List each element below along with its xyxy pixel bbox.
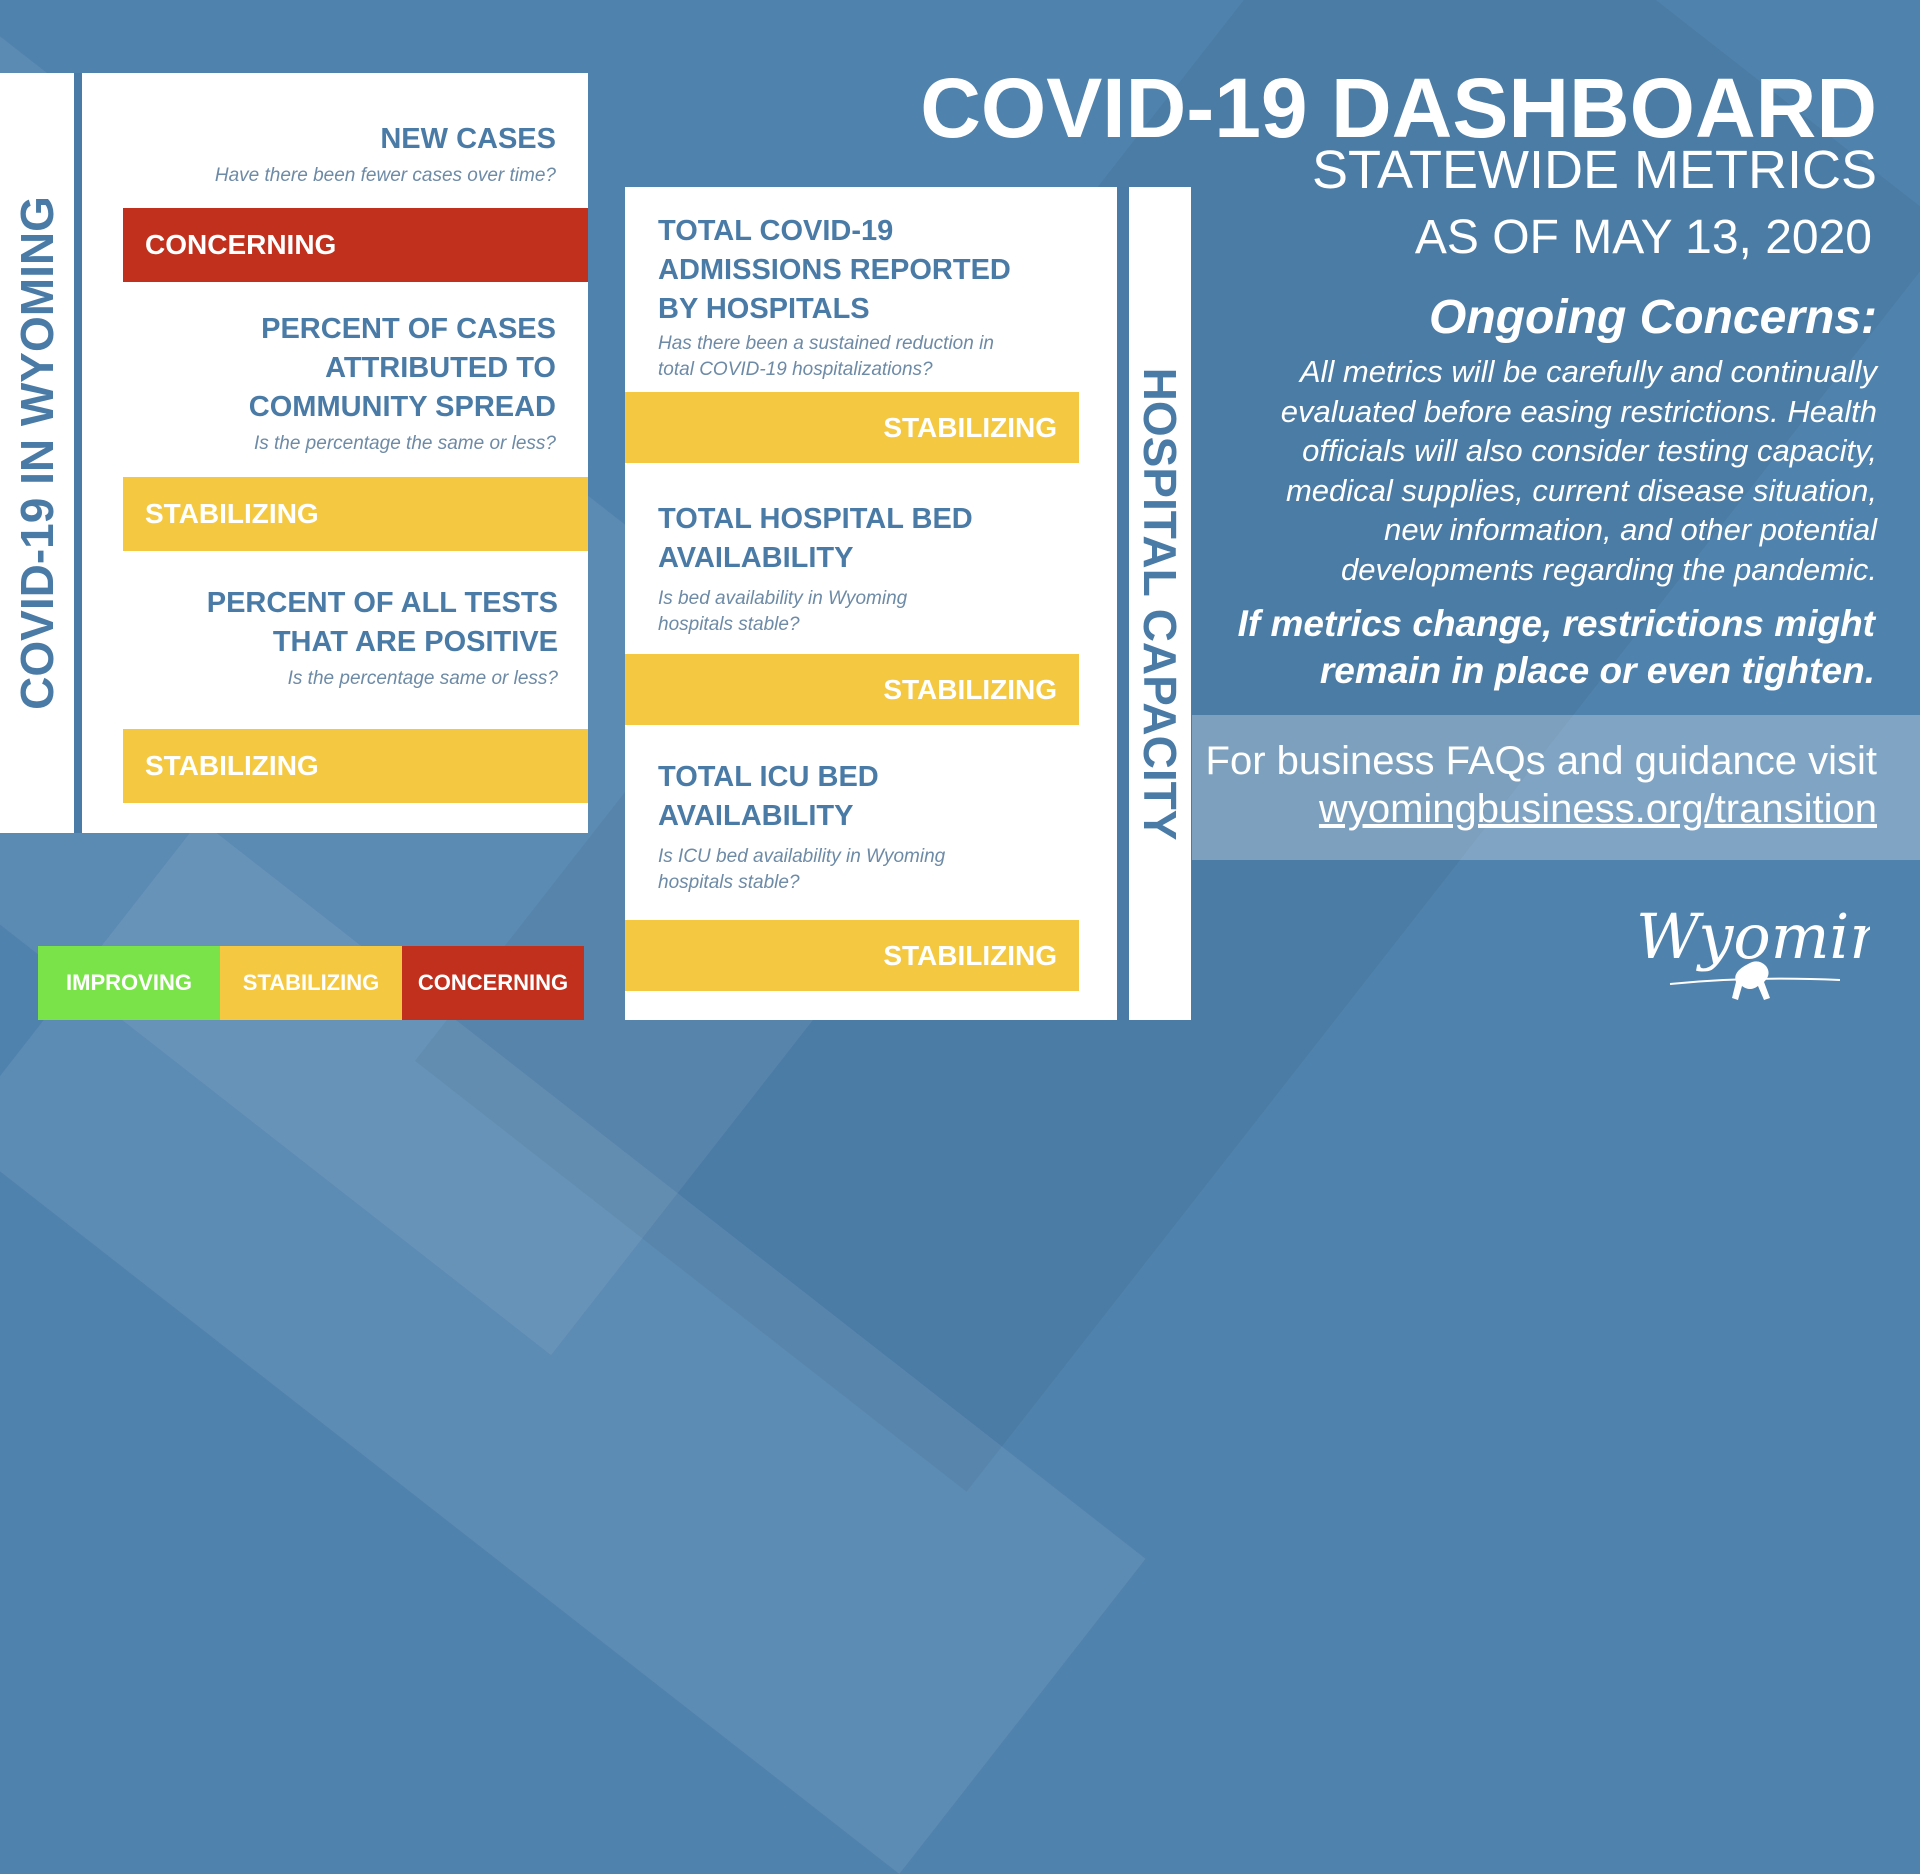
- panel-divider: [1117, 187, 1129, 1020]
- metric-hospital-beds: TOTAL HOSPITAL BED AVAILABILITY Is bed a…: [658, 500, 1078, 638]
- warning-line: If metrics change, restrictions might: [1237, 603, 1875, 644]
- warning-line: remain in place or even tighten.: [1319, 650, 1875, 691]
- status-label: STABILIZING: [883, 673, 1057, 705]
- status-badge-icu-beds: STABILIZING: [625, 920, 1079, 991]
- metric-question-line: Is bed availability in Wyoming: [658, 588, 908, 609]
- metric-question: Is the percentage same or less?: [287, 668, 558, 689]
- legend-improving: IMPROVING: [38, 946, 220, 1020]
- metric-title-line: COMMUNITY SPREAD: [248, 391, 556, 423]
- status-badge-community-spread: STABILIZING: [123, 477, 588, 551]
- metric-question-line: Is ICU bed availability in Wyoming: [658, 846, 946, 867]
- status-badge-hospital-admissions: STABILIZING: [625, 392, 1079, 463]
- metric-title: NEW CASES: [380, 123, 556, 155]
- metric-title-line: ADMISSIONS REPORTED: [658, 254, 1011, 286]
- metric-title-line: BY HOSPITALS: [658, 293, 870, 325]
- concerns-line: medical supplies, current disease situat…: [1285, 472, 1877, 508]
- dashboard-title: COVID-19 DASHBOARD: [920, 61, 1877, 155]
- vertical-title-hospital-capacity: HOSPITAL CAPACITY: [1129, 187, 1191, 1020]
- status-label: STABILIZING: [883, 411, 1057, 443]
- legend-stabilizing: STABILIZING: [220, 946, 402, 1020]
- status-label: STABILIZING: [145, 498, 319, 529]
- legend-concerning: CONCERNING: [402, 946, 584, 1020]
- dashboard-date: AS OF MAY 13, 2020: [1414, 211, 1872, 264]
- metric-title-line: AVAILABILITY: [658, 800, 854, 832]
- concerns-line: evaluated before easing restrictions. He…: [1280, 393, 1877, 429]
- panel-divider: [74, 73, 82, 833]
- concerns-line: officials will also consider testing cap…: [1302, 433, 1877, 468]
- status-badge-positive-tests: STABILIZING: [123, 729, 588, 803]
- metric-question: Is the percentage the same or less?: [253, 433, 556, 454]
- ongoing-concerns-heading: Ongoing Concerns:: [1429, 291, 1877, 344]
- concerns-line: All metrics will be carefully and contin…: [1299, 354, 1877, 389]
- metric-title-line: TOTAL HOSPITAL BED: [658, 503, 973, 535]
- metric-hospital-admissions: TOTAL COVID-19 ADMISSIONS REPORTED BY HO…: [658, 212, 1078, 383]
- concerns-line: new information, and other potential: [1384, 512, 1877, 547]
- metric-new-cases: NEW CASES Have there been fewer cases ov…: [76, 120, 556, 189]
- metric-community-spread: PERCENT OF CASES ATTRIBUTED TO COMMUNITY…: [76, 310, 556, 457]
- metric-icu-beds: TOTAL ICU BED AVAILABILITY Is ICU bed av…: [658, 758, 1078, 896]
- status-label: CONCERNING: [145, 229, 337, 260]
- svg-text:Wyoming: Wyoming: [1636, 900, 1870, 973]
- vertical-title-text: HOSPITAL CAPACITY: [1134, 367, 1186, 840]
- metric-question-line: Has there been a sustained reduction in: [658, 333, 994, 354]
- faq-text: For business FAQs and guidance visit: [1205, 739, 1877, 783]
- status-label: STABILIZING: [883, 939, 1057, 971]
- wyoming-logo: Wyoming: [1636, 900, 1870, 1000]
- status-badge-new-cases: CONCERNING: [123, 208, 588, 282]
- metric-question-line: hospitals stable?: [658, 614, 800, 635]
- faq-link[interactable]: wyomingbusiness.org/transition: [1318, 787, 1877, 831]
- ongoing-concerns-body: All metrics will be carefully and contin…: [1197, 352, 1877, 589]
- metric-question-line: total COVID-19 hospitalizations?: [658, 359, 933, 380]
- status-badge-hospital-beds: STABILIZING: [625, 654, 1079, 725]
- wyoming-metrics-panel: [0, 73, 588, 833]
- metric-question-line: hospitals stable?: [658, 872, 800, 893]
- status-legend: IMPROVING STABILIZING CONCERNING: [38, 946, 584, 1020]
- restrictions-warning: If metrics change, restrictions might re…: [1195, 600, 1875, 694]
- metric-question: Have there been fewer cases over time?: [214, 165, 556, 186]
- metric-title-line: TOTAL COVID-19: [658, 215, 894, 247]
- metric-positive-tests: PERCENT OF ALL TESTS THAT ARE POSITIVE I…: [78, 584, 558, 692]
- metric-title-line: TOTAL ICU BED: [658, 761, 879, 793]
- vertical-title-covid-wyoming: COVID-19 IN WYOMING: [0, 73, 74, 833]
- vertical-title-text: COVID-19 IN WYOMING: [11, 196, 63, 710]
- dashboard-subtitle: STATEWIDE METRICS: [1312, 140, 1877, 200]
- metric-title-line: PERCENT OF CASES: [261, 313, 556, 345]
- metric-title-line: THAT ARE POSITIVE: [272, 626, 558, 658]
- metric-title-line: PERCENT OF ALL TESTS: [206, 587, 558, 619]
- hospital-metrics-panel: [625, 187, 1117, 1020]
- status-label: STABILIZING: [145, 750, 319, 781]
- faq-band: [1192, 715, 1920, 860]
- metric-title-line: AVAILABILITY: [658, 542, 854, 574]
- concerns-line: developments regarding the pandemic.: [1341, 551, 1877, 587]
- metric-title-line: ATTRIBUTED TO: [325, 352, 556, 384]
